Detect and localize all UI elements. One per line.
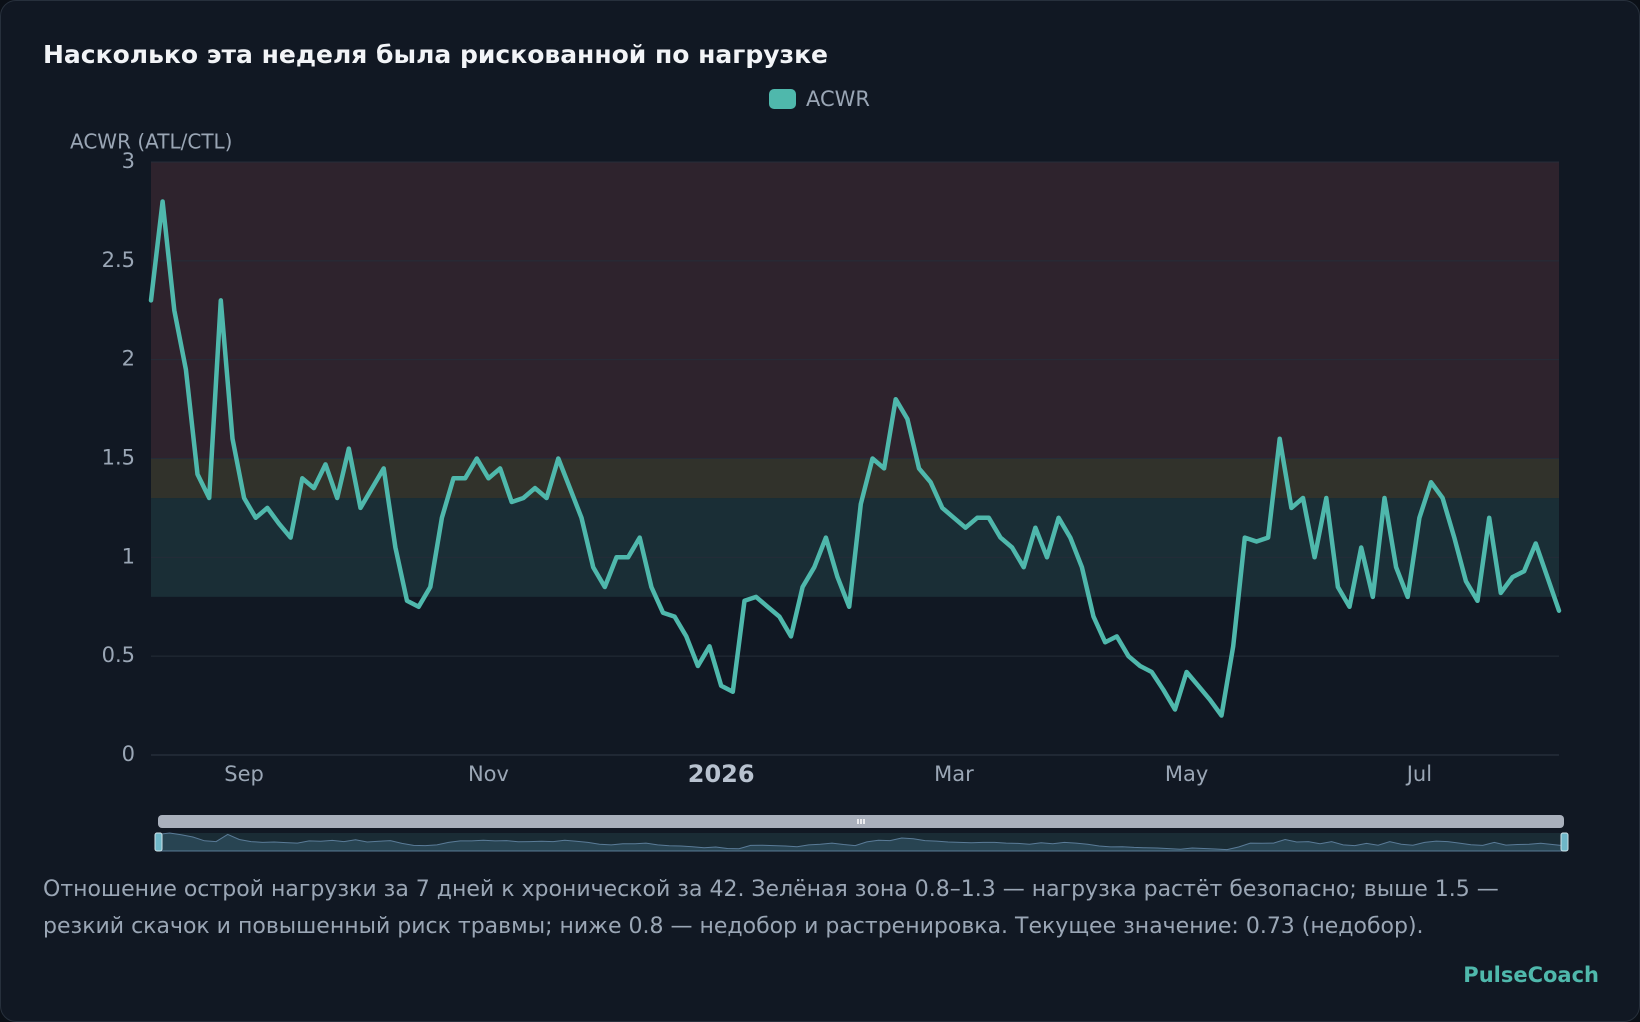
chart-title: Насколько эта неделя была рискованной по… — [43, 40, 828, 69]
y-tick-label: 2.5 — [102, 248, 135, 272]
x-tick-label: May — [1165, 762, 1208, 786]
x-tick-label: Sep — [224, 762, 264, 786]
slider-handle — [1560, 832, 1569, 852]
x-tick-label: Jul — [1405, 762, 1432, 786]
y-tick-label: 3 — [122, 149, 135, 173]
y-tick-label: 1.5 — [102, 446, 135, 470]
y-tick-label: 0 — [122, 742, 135, 766]
legend-label: ACWR — [806, 87, 870, 111]
y-tick-label: 1 — [122, 544, 135, 568]
y-tick-label: 2 — [122, 347, 135, 371]
legend-swatch — [769, 89, 796, 109]
zone — [151, 162, 1559, 459]
y-tick-label: 0.5 — [102, 643, 135, 667]
zone — [151, 458, 1559, 499]
line — [148, 199, 1562, 718]
brand: PulseCoach — [1463, 963, 1599, 987]
slider-handle — [154, 832, 163, 852]
x-tick-label: 2026 — [688, 760, 755, 788]
description: Отношение острой нагрузки за 7 дней к хр… — [43, 877, 1499, 939]
slider-overview — [157, 832, 1565, 852]
x-tick-label: Mar — [934, 762, 974, 786]
y-axis-label: ACWR (ATL/CTL) — [70, 130, 232, 154]
x-tick-label: Nov — [468, 762, 509, 786]
